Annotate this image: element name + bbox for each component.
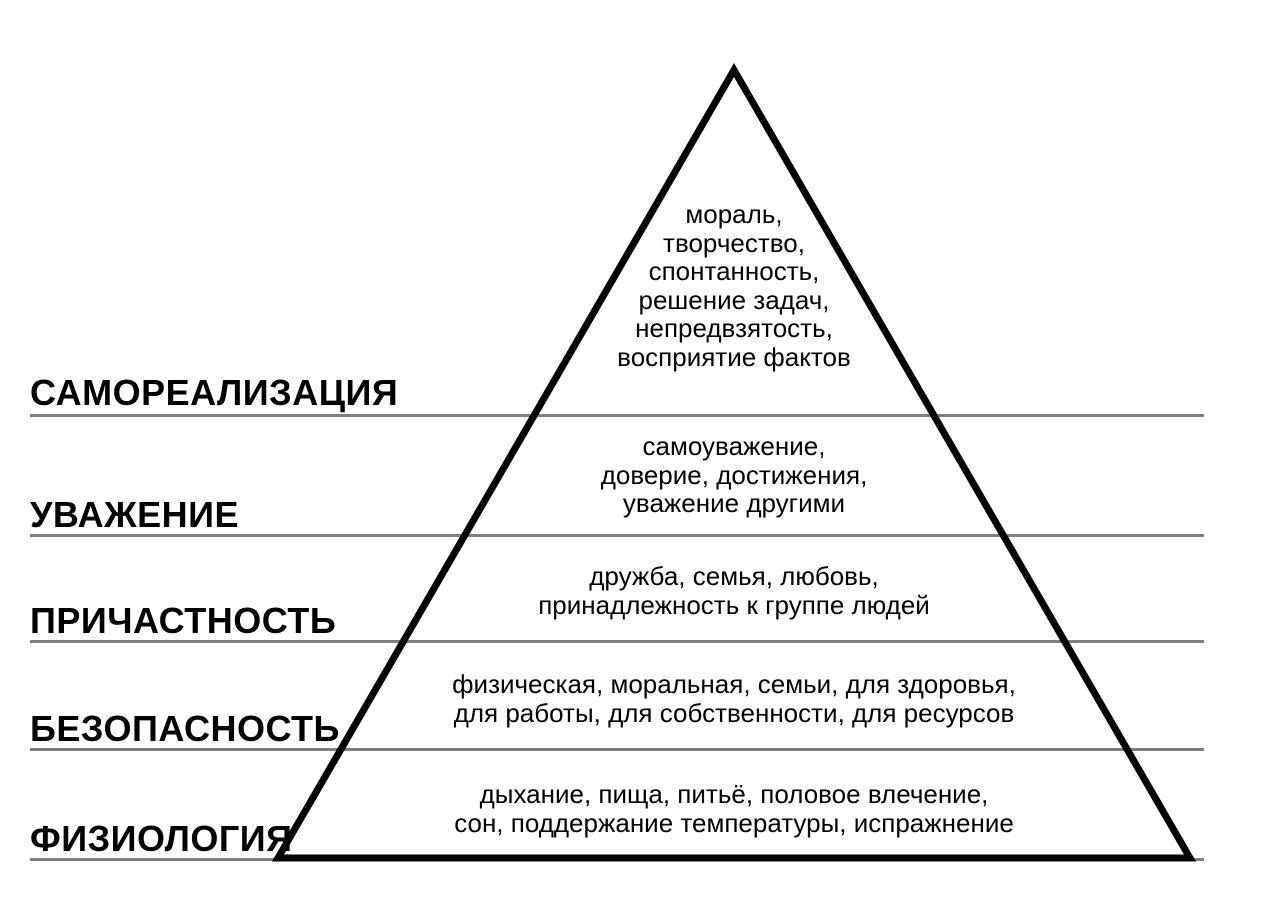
desc-line: решение задач, [638,285,829,315]
level-desc-physiological: дыхание, пища, питьё, половое влечение,с… [94,780,1280,837]
desc-line: для работы, для собственности, для ресур… [454,698,1015,728]
desc-line: доверие, достижения, [601,460,868,490]
level-label-self-actualization: САМОРЕАЛИЗАЦИЯ [30,372,398,414]
desc-line: сон, поддержание температуры, испражнени… [454,808,1014,838]
desc-line: творчество, [663,228,805,258]
desc-line: самоуважение, [643,431,826,461]
desc-line: непредвзятость, [635,313,833,343]
desc-line: принадлежность к группе людей [538,590,930,620]
desc-line: восприятие фактов [617,342,851,372]
level-desc-safety: физическая, моральная, семьи, для здоров… [94,670,1280,727]
level-desc-esteem: самоуважение,доверие, достижения,уважени… [94,432,1280,518]
desc-line: уважение другими [623,488,845,518]
desc-line: физическая, моральная, семьи, для здоров… [452,669,1016,699]
desc-line: дружба, семья, любовь, [589,561,879,591]
desc-line: дыхание, пища, питьё, половое влечение, [480,779,989,809]
level-desc-self-actualization: мораль,творчество,спонтанность,решение з… [94,200,1280,372]
desc-line: спонтанность, [649,256,820,286]
pyramid-diagram: САМОРЕАЛИЗАЦИЯ УВАЖЕНИЕ ПРИЧАСТНОСТЬ БЕЗ… [0,0,1280,903]
level-desc-belonging: дружба, семья, любовь,принадлежность к г… [94,562,1280,619]
desc-line: мораль, [685,199,782,229]
